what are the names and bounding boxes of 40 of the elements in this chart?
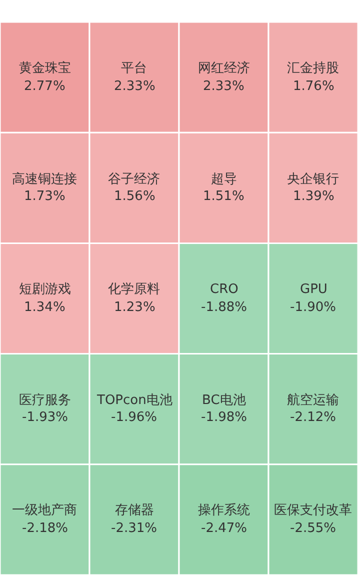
data-label: 1.56% [114, 189, 156, 204]
category-label: 谷子经济 [108, 172, 160, 187]
category-label: 央企银行 [287, 172, 339, 187]
category-label: 平台 [121, 61, 147, 76]
category-label: 存储器 [115, 503, 154, 518]
data-label: 1.34% [24, 300, 66, 315]
data-label: 2.33% [114, 79, 156, 94]
category-label: 一级地产商 [12, 503, 77, 518]
data-label: 1.23% [114, 300, 156, 315]
data-label: -1.90% [290, 300, 336, 315]
category-label: 操作系统 [198, 503, 250, 518]
category-label: 超导 [211, 172, 237, 187]
category-label: 高速铜连接 [12, 171, 77, 187]
data-label: 2.77% [24, 79, 66, 94]
category-label: 黄金珠宝 [19, 60, 71, 76]
data-label: -1.98% [201, 410, 247, 425]
data-label: -2.31% [111, 521, 157, 536]
category-label: GPU [300, 282, 328, 297]
data-label: -2.12% [290, 410, 336, 425]
data-label: -1.88% [201, 300, 247, 315]
category-label: TOPcon电池 [96, 393, 172, 408]
data-label: 1.51% [203, 189, 244, 204]
category-label: 短剧游戏 [19, 282, 71, 297]
category-label: 网红经济 [198, 61, 250, 76]
category-label: BC电池 [202, 393, 246, 408]
data-label: -1.93% [22, 410, 68, 425]
category-label: 航空运输 [287, 393, 339, 408]
data-label: -2.55% [290, 521, 336, 536]
data-label: 1.39% [293, 189, 334, 204]
data-label: -2.47% [201, 521, 247, 536]
category-label: 医保支付改革 [274, 503, 352, 518]
data-label: -1.96% [111, 410, 157, 425]
data-label: -2.18% [22, 521, 68, 536]
category-label: CRO [210, 282, 238, 297]
data-label: 1.76% [293, 79, 334, 94]
data-label: 1.73% [24, 189, 66, 204]
data-label: 2.33% [203, 79, 244, 94]
category-label: 汇金持股 [287, 61, 339, 76]
category-label: 化学原料 [108, 282, 160, 297]
category-label: 医疗服务 [19, 393, 71, 408]
